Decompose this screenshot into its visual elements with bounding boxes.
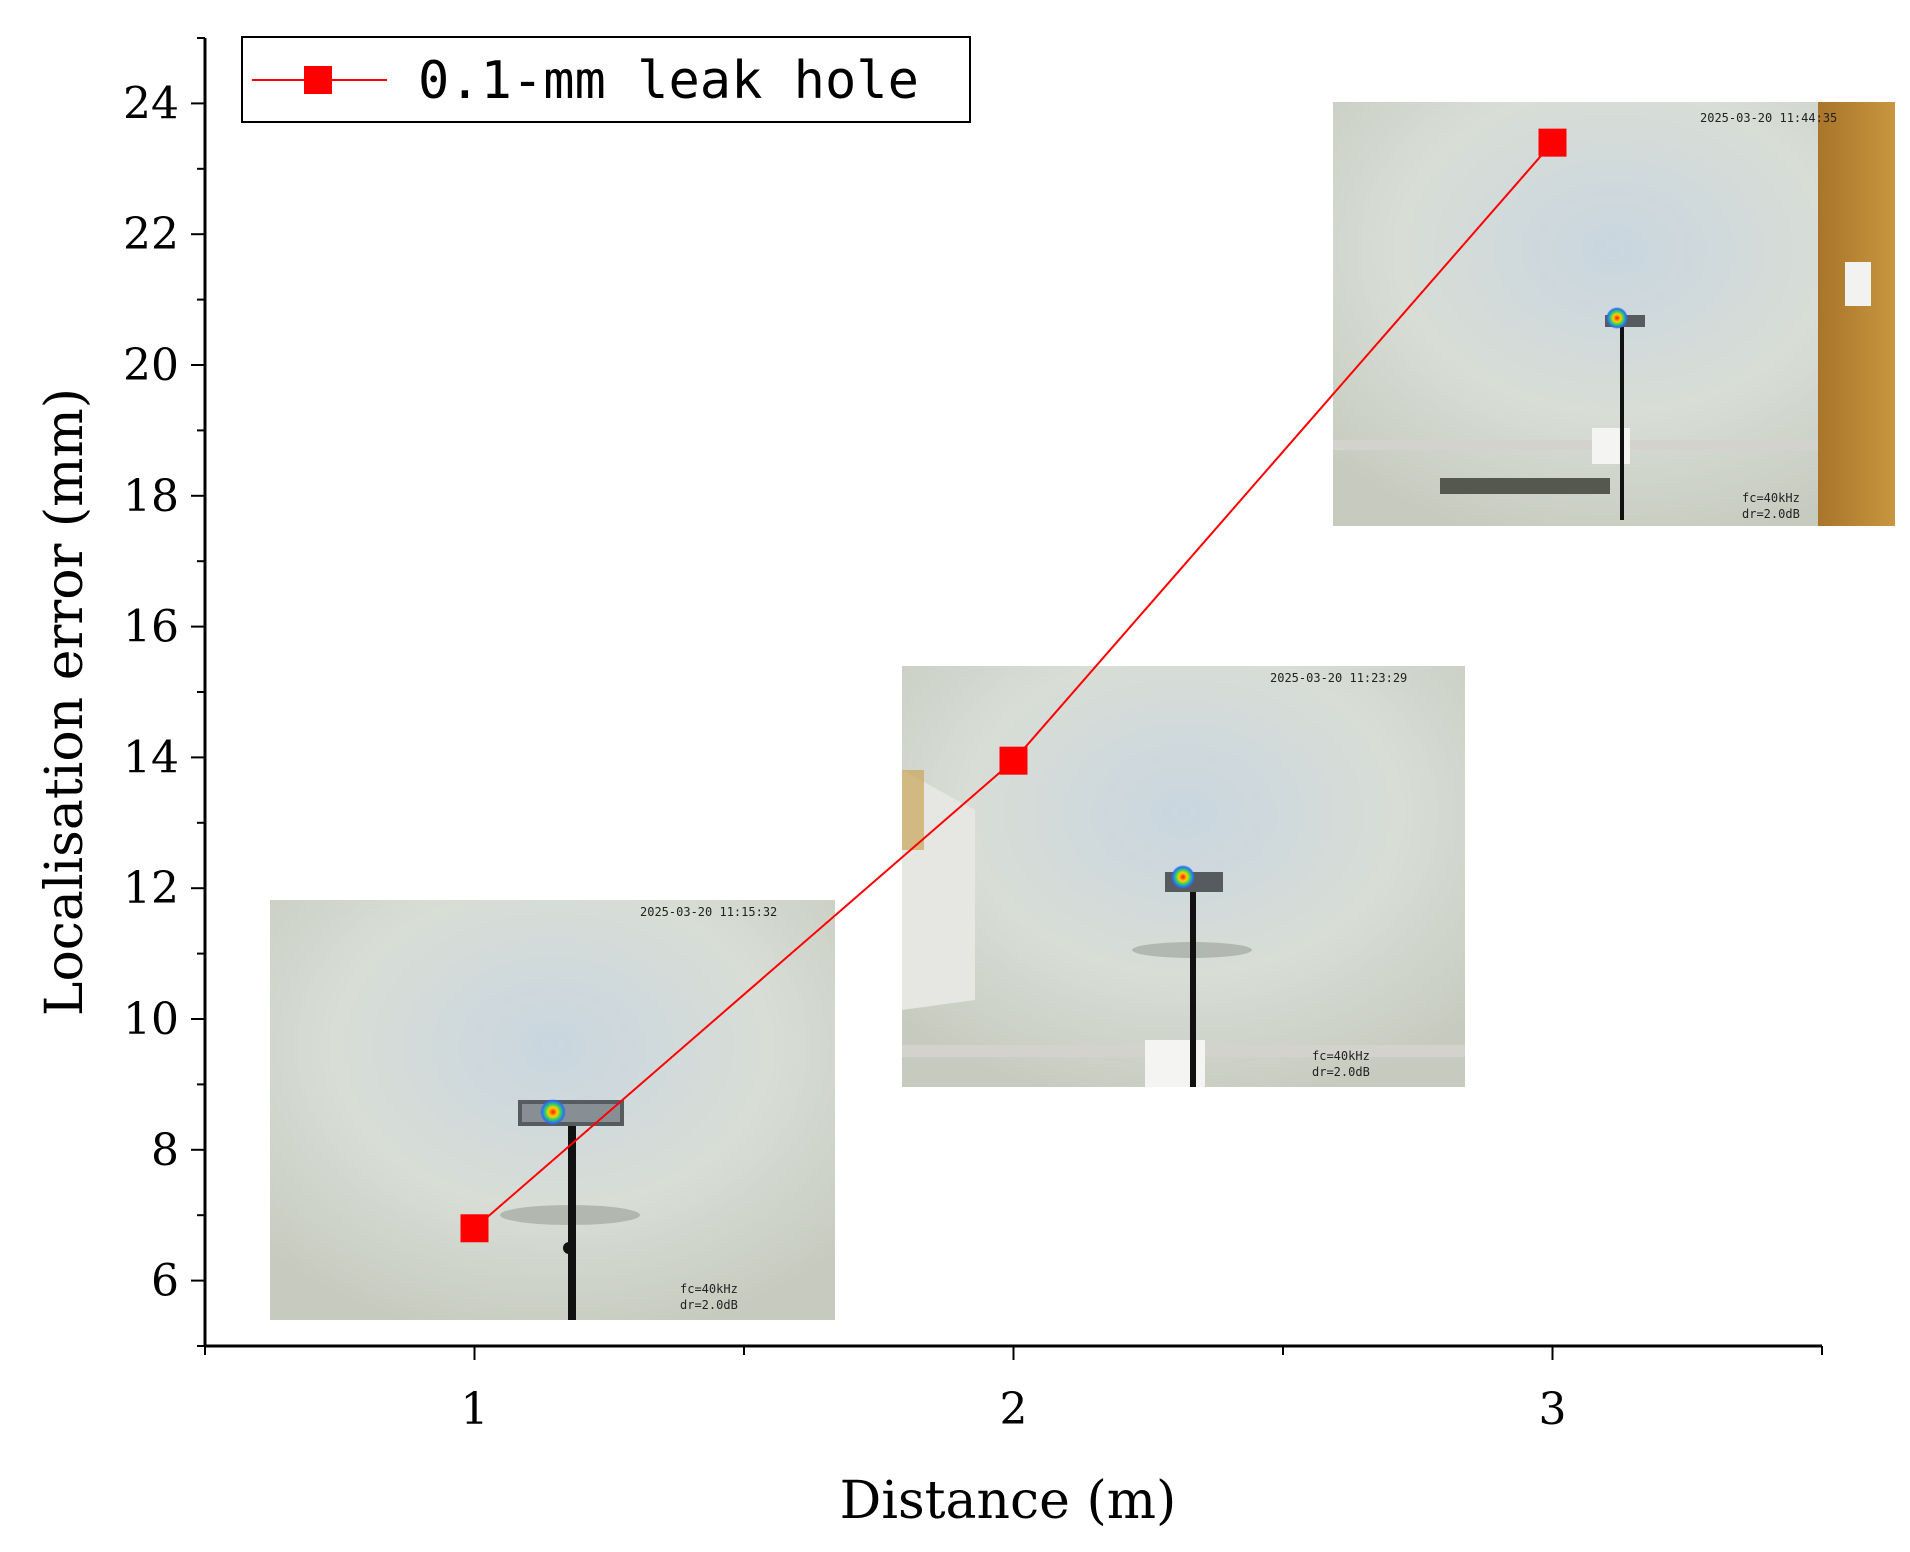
y-tick-label: 10: [123, 994, 179, 1045]
legend-label: 0.1-mm leak hole: [418, 51, 919, 111]
inset-3m-timestamp: 2025-03-20 11:44:35: [1700, 111, 1837, 125]
x-tick-label: 1: [461, 1384, 489, 1435]
data-point-marker: [1538, 128, 1567, 157]
data-point-marker: [460, 1214, 489, 1243]
legend: 0.1-mm leak hole: [241, 36, 971, 123]
x-axis-label: Distance (m): [840, 1471, 1177, 1531]
y-tick-label: 16: [123, 602, 179, 653]
y-tick-label: 12: [123, 863, 179, 914]
x-tick-label: 3: [1539, 1384, 1567, 1435]
inset-1m-fc: fc=40kHz: [680, 1282, 738, 1296]
inset-2m-fc: fc=40kHz: [1312, 1049, 1370, 1063]
y-tick-label: 6: [151, 1256, 179, 1307]
y-tick-label: 22: [123, 209, 179, 260]
inset-2m-dr: dr=2.0dB: [1312, 1065, 1370, 1079]
inset-photos: 2025-03-20 11:15:32 fc=40kHz dr=2.0dB 20…: [270, 102, 1895, 1320]
data-point-marker: [999, 746, 1028, 775]
inset-photo-2m: 2025-03-20 11:23:29 fc=40kHz dr=2.0dB: [902, 666, 1465, 1087]
inset-photo-3m: 2025-03-20 11:44:35 fc=40kHz dr=2.0dB: [1333, 102, 1895, 526]
inset-3m-dr: dr=2.0dB: [1742, 507, 1800, 521]
x-tick-label: 2: [1000, 1384, 1028, 1435]
inset-photo-1m: 2025-03-20 11:15:32 fc=40kHz dr=2.0dB: [270, 900, 835, 1320]
y-axis-label: Localisation error (mm): [35, 388, 95, 1016]
inset-1m-timestamp: 2025-03-20 11:15:32: [640, 905, 777, 919]
y-tick-label: 18: [123, 471, 179, 522]
inset-3m-fc: fc=40kHz: [1742, 491, 1800, 505]
y-tick-label: 20: [123, 340, 179, 391]
inset-1m-dr: dr=2.0dB: [680, 1298, 738, 1312]
inset-2m-timestamp: 2025-03-20 11:23:29: [1270, 671, 1407, 685]
series: [460, 128, 1567, 1243]
y-tick-label: 14: [123, 732, 179, 783]
legend-marker: [304, 66, 332, 94]
y-tick-label: 24: [123, 78, 179, 129]
y-tick-label: 8: [151, 1125, 179, 1176]
